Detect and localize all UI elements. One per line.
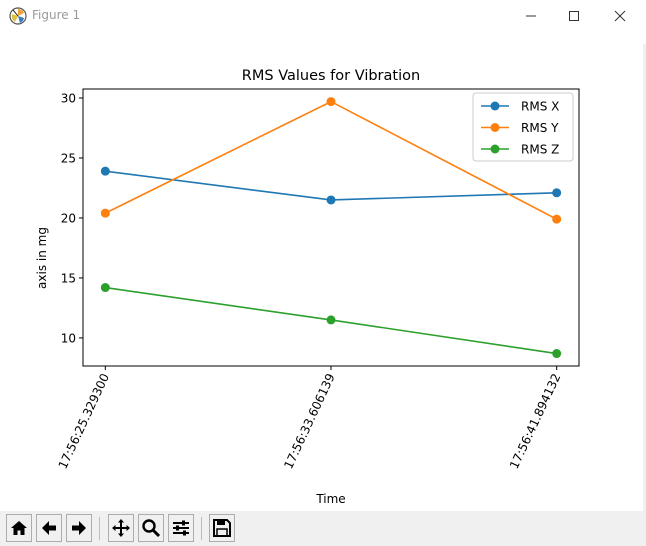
data-point-rms-y (326, 97, 336, 107)
data-point-rms-x (326, 195, 336, 205)
y-tick-label: 25 (61, 151, 76, 165)
y-tick-label: 15 (61, 271, 76, 285)
y-tick-label: 10 (61, 331, 76, 345)
configure-icon (173, 520, 189, 536)
data-point-rms-x (100, 166, 110, 176)
navigation-toolbar (0, 511, 646, 546)
data-point-rms-x (552, 188, 562, 198)
toolbar-separator (99, 517, 100, 540)
window-frame (642, 44, 646, 512)
data-point-rms-z (552, 349, 562, 359)
window-title: Figure 1 (32, 8, 81, 22)
zoom-icon (142, 519, 161, 538)
x-axis: 17:56:25.329300 17:56:33.606139 17:56:41.8… (56, 366, 563, 471)
minimize-button[interactable] (508, 0, 554, 31)
data-point-rms-z (326, 315, 336, 325)
home-icon (11, 521, 27, 535)
legend-label: RMS Z (521, 143, 559, 157)
back-icon (42, 521, 56, 535)
x-axis-label: Time (315, 492, 345, 506)
toolbar-separator (201, 517, 202, 540)
line-chart: RMS Values for Vibration 10 15 20 25 30 17:5… (35, 68, 580, 506)
data-point-rms-y (100, 208, 110, 218)
data-point-rms-y (552, 214, 562, 224)
forward-icon (72, 521, 86, 535)
minimize-icon (526, 15, 536, 16)
y-tick-label: 30 (61, 91, 76, 105)
back-button[interactable] (36, 514, 62, 542)
legend-marker (490, 144, 500, 154)
y-tick-label: 20 (61, 211, 76, 225)
figure-canvas[interactable]: RMS Values for Vibration 10 15 20 25 30 17:5… (0, 31, 643, 511)
legend-label: RMS X (521, 100, 559, 114)
legend: RMS X RMS Y RMS Z (472, 92, 574, 162)
y-axis: 10 15 20 25 30 (61, 91, 83, 345)
forward-button[interactable] (66, 514, 92, 542)
legend-marker (490, 123, 500, 132)
zoom-button[interactable] (138, 514, 164, 542)
legend-marker (490, 101, 500, 111)
pan-icon (112, 519, 130, 537)
title-bar[interactable]: Figure 1 (0, 0, 646, 31)
home-button[interactable] (6, 514, 32, 542)
save-button[interactable] (209, 514, 235, 542)
x-tick-label: 17:56:33.606139 (281, 371, 337, 471)
matplotlib-logo-icon (9, 7, 27, 25)
x-tick-label: 17:56:41.894132 (507, 371, 563, 471)
data-point-rms-z (100, 283, 110, 293)
legend-box (472, 92, 574, 162)
configure-subplots-button[interactable] (168, 514, 194, 542)
maximize-button[interactable] (551, 0, 597, 31)
close-button[interactable] (597, 0, 643, 31)
legend-label: RMS Y (521, 121, 559, 135)
x-tick-label: 17:56:25.329300 (56, 371, 112, 471)
series-layer (100, 97, 562, 359)
pan-button[interactable] (108, 514, 134, 542)
maximize-icon (569, 10, 579, 21)
close-icon (614, 10, 626, 21)
y-axis-label: axis in mg (35, 227, 49, 289)
chart-title: RMS Values for Vibration (242, 68, 420, 84)
save-icon (213, 519, 231, 537)
